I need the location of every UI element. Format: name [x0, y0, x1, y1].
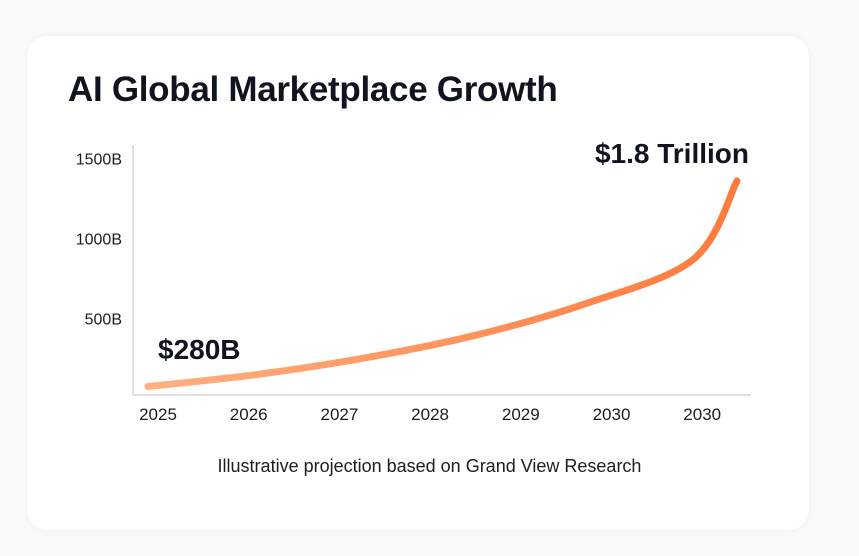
- y-tick-label: 1000B: [76, 232, 122, 249]
- series-line-ai-market: [144, 177, 741, 390]
- x-tick-label: 2030: [593, 405, 631, 424]
- x-tick-label: 2028: [411, 405, 449, 424]
- y-tick-label: 500B: [85, 312, 122, 329]
- annotation-start-value: $280B: [158, 334, 241, 365]
- chart-caption: Illustrative projection based on Grand V…: [217, 456, 642, 476]
- x-tick-label: 2025: [139, 405, 177, 424]
- x-tick-label: 2029: [502, 405, 540, 424]
- chart-card: [27, 36, 809, 530]
- chart-title: AI Global Marketplace Growth: [68, 70, 558, 109]
- x-tick-label: 2030: [683, 405, 721, 424]
- x-tick-label: 2027: [320, 405, 358, 424]
- y-tick-label: 1500B: [76, 152, 122, 169]
- annotation-end-value: $1.8 Trillion: [595, 138, 749, 169]
- x-tick-label: 2026: [230, 405, 268, 424]
